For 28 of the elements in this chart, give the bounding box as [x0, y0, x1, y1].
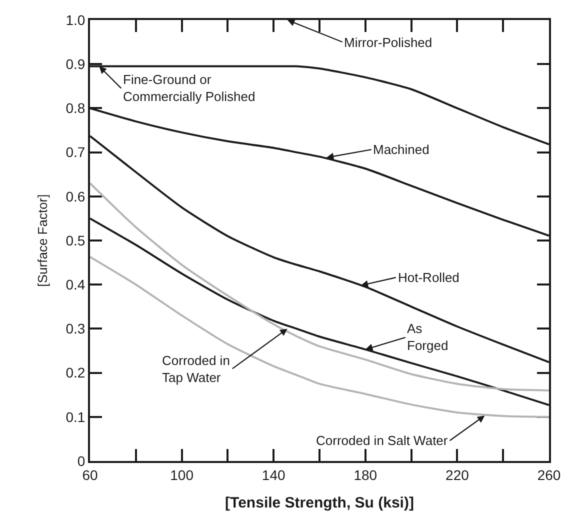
annotation: As Forged — [407, 321, 448, 353]
y-tick-label: 0.5 — [66, 232, 86, 248]
x-tick-label: 140 — [262, 466, 286, 483]
x-tick-label: 100 — [170, 466, 194, 483]
y-tick-label: 0.1 — [66, 408, 86, 425]
y-tick-label: 0 — [77, 452, 86, 469]
y-tick-label: 0.8 — [66, 100, 86, 116]
line-series — [90, 182, 549, 392]
annotation: Hot-Rolled — [398, 270, 460, 285]
x-axis-title: [Tensile Strength, Su (ksi)] — [225, 494, 414, 512]
y-tick-label: 0.3 — [66, 320, 86, 337]
line-series — [90, 256, 549, 418]
x-tick-label: 260 — [537, 466, 561, 483]
y-axis-title: [Surface Factor] — [35, 194, 50, 287]
y-tick-label: 0.4 — [66, 276, 86, 292]
x-tick-label: 220 — [446, 466, 470, 483]
y-tick-label: 0.9 — [66, 56, 86, 72]
annotation: Fine-Ground or Commercially Polished — [123, 72, 256, 104]
annotation: Machined — [373, 142, 430, 157]
y-tick-label: 0.2 — [66, 364, 86, 381]
annotation: Corroded in Tap Water — [162, 353, 230, 385]
x-tick-label: 60 — [82, 466, 98, 483]
annotation: Mirror-Polished — [344, 35, 432, 50]
x-tick-label: 180 — [354, 466, 378, 483]
annotation: Corroded in Salt Water — [316, 433, 448, 448]
y-tick-label: 0.7 — [66, 144, 86, 160]
y-tick-label: 0.6 — [66, 188, 86, 204]
y-tick-label: 1.0 — [66, 12, 86, 28]
